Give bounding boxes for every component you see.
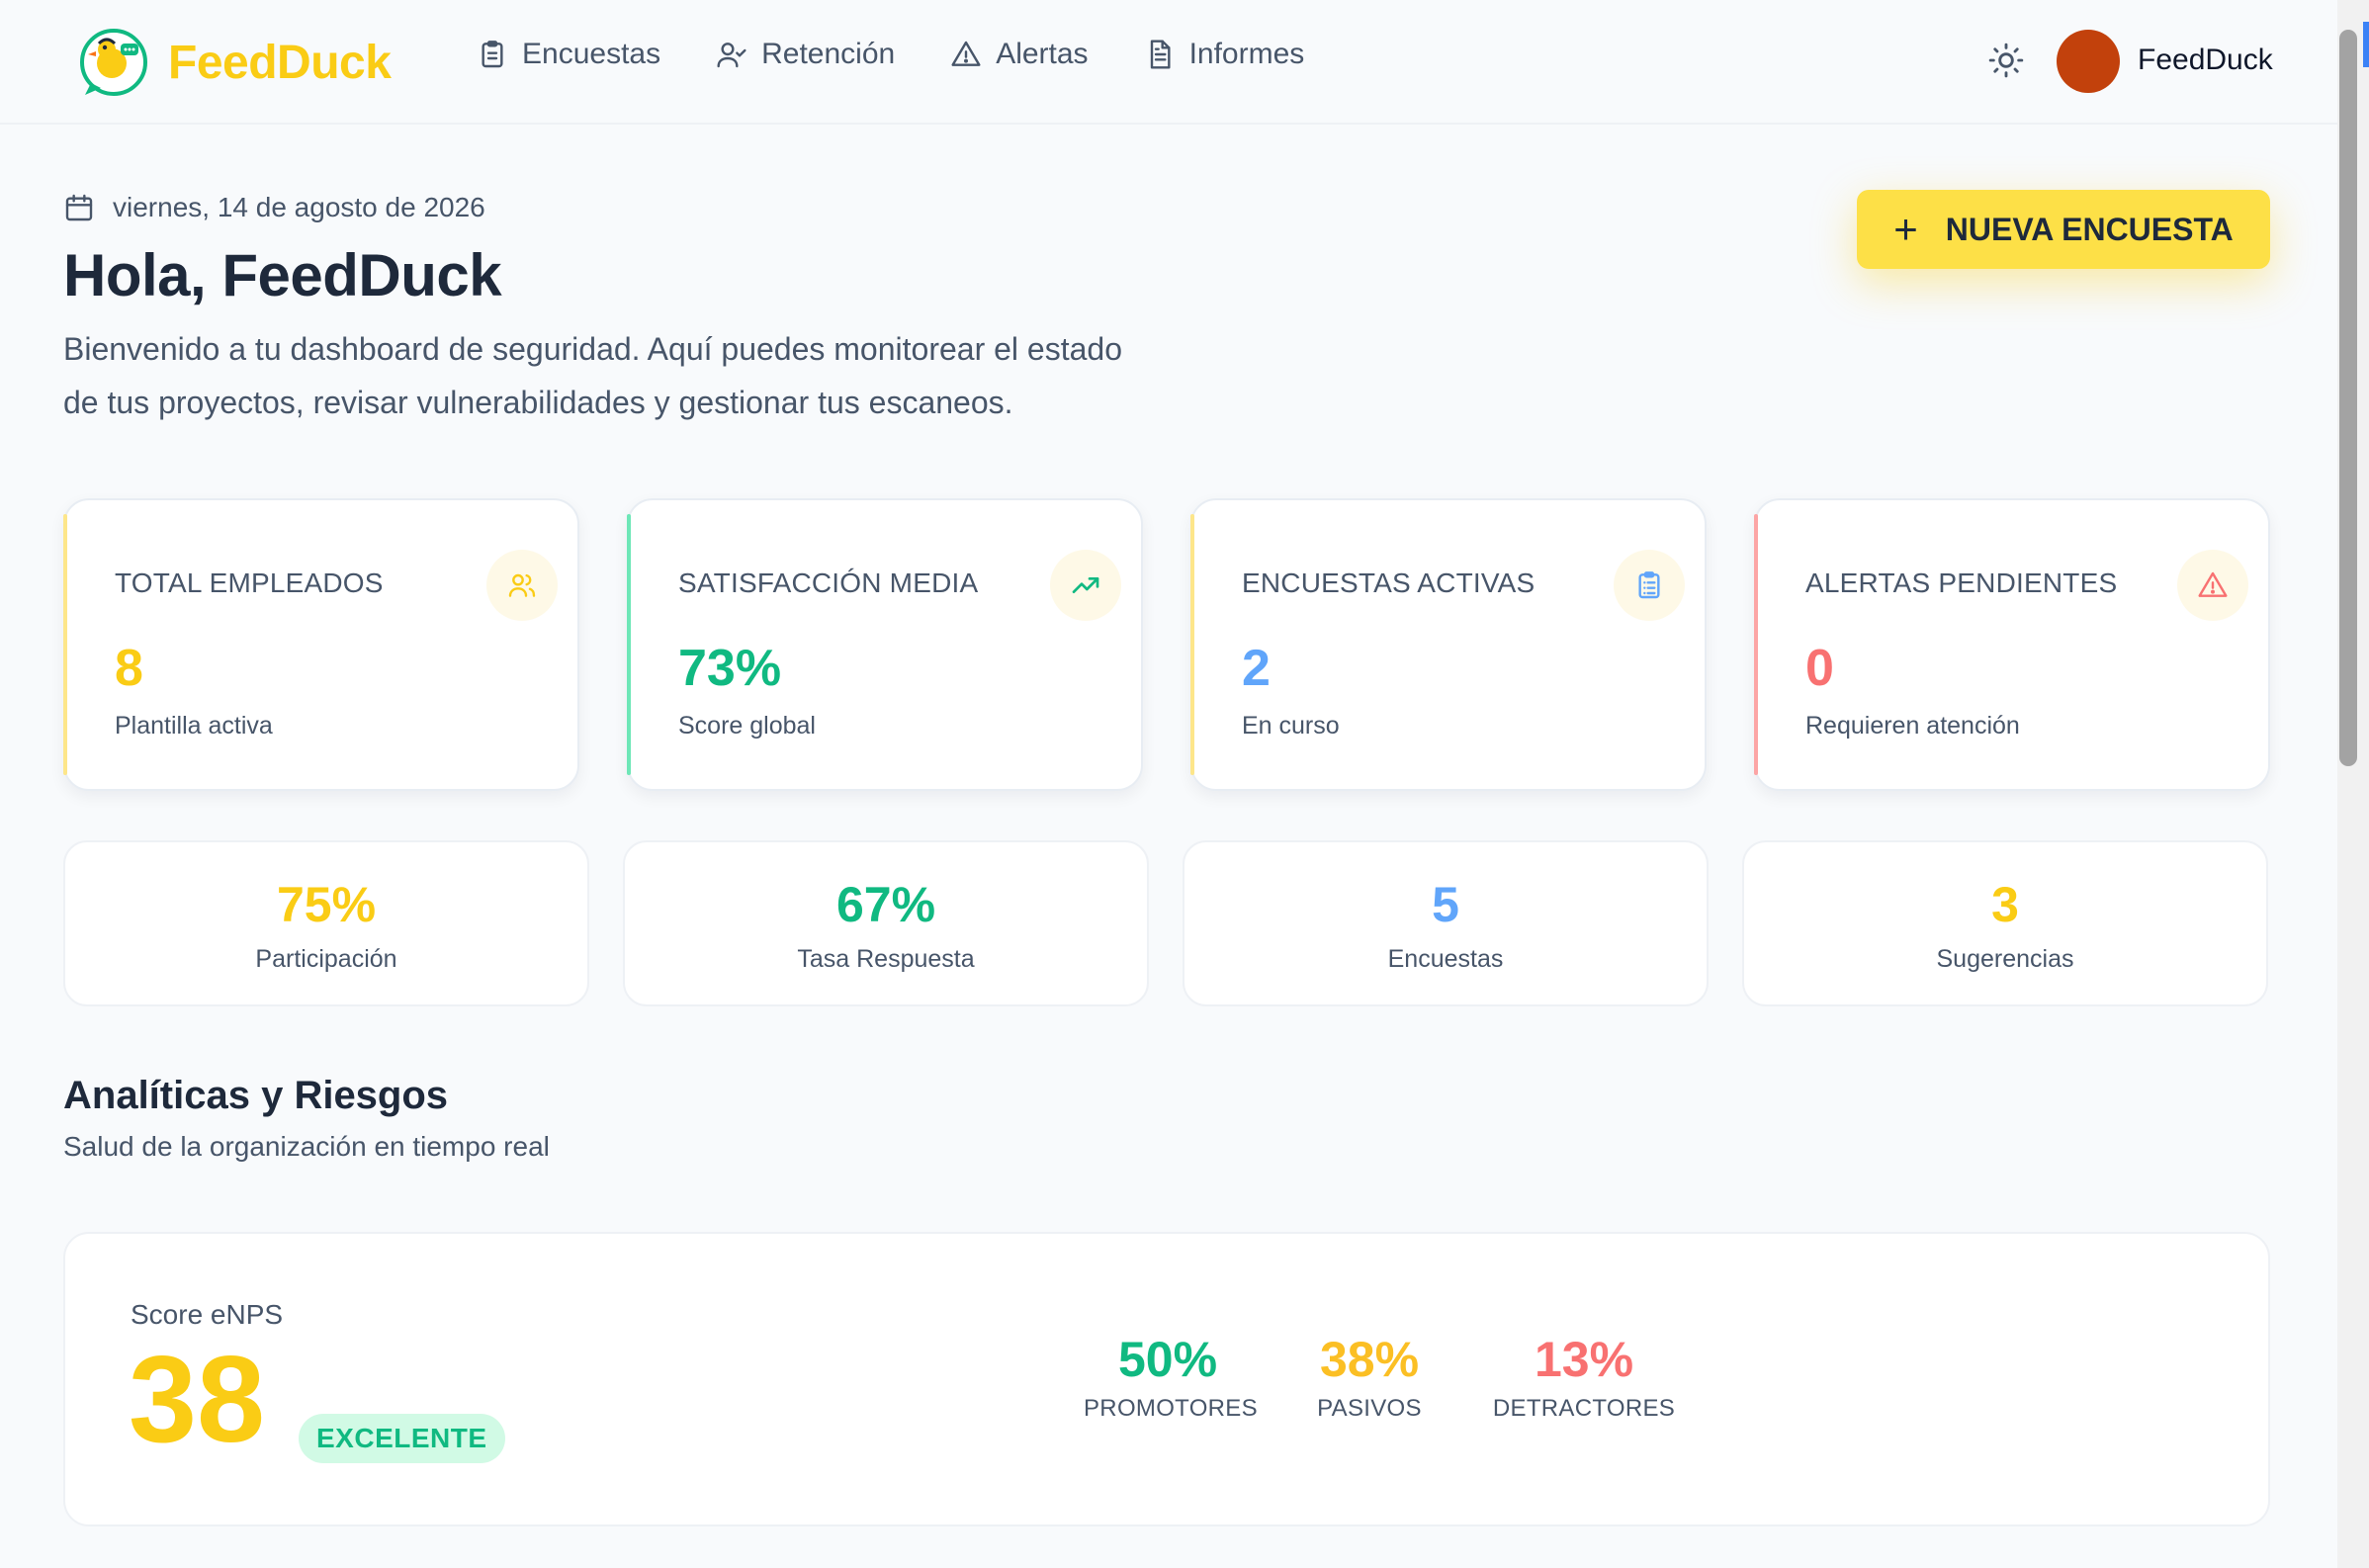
duck-logo-icon: [80, 29, 147, 96]
avatar[interactable]: [2057, 30, 2120, 93]
new-survey-button[interactable]: + NUEVA ENCUESTA: [1857, 190, 2270, 269]
welcome-line-2: de tus proyectos, revisar vulnerabilidad…: [63, 385, 1013, 420]
stat-card-sub: Requieren atención: [1805, 712, 2020, 740]
stat-card-value: 0: [1805, 640, 1834, 697]
alert-triangle-icon: [2177, 550, 2248, 621]
passives-label: PASIVOS: [1317, 1395, 1422, 1422]
top-navbar: FeedDuck Encuestas Retención Ale: [0, 0, 2337, 125]
file-text-icon: [1150, 40, 1171, 69]
promoters-label: PROMOTORES: [1084, 1395, 1258, 1422]
user-name[interactable]: FeedDuck: [2138, 44, 2273, 76]
welcome-message: Bienvenido a tu dashboard de seguridad. …: [63, 322, 1230, 429]
nav-item-retencion[interactable]: Retención: [716, 38, 895, 71]
mini-stat-sugerencias: 3 Sugerencias: [1742, 840, 2268, 1006]
passives-value: 38%: [1319, 1332, 1420, 1387]
nav-item-label: Encuestas: [522, 38, 661, 70]
stat-card-sub: Score global: [678, 712, 816, 740]
card-accent: [627, 514, 631, 775]
window-edge-indicator: [2363, 22, 2369, 67]
clipboard-icon: [482, 41, 503, 68]
plus-icon: +: [1893, 206, 1918, 252]
stat-card-label: SATISFACCIÓN MEDIA: [678, 567, 979, 598]
stat-card-value: 8: [115, 640, 143, 697]
mini-stat-value: 67%: [835, 877, 936, 932]
welcome-line-1: Bienvenido a tu dashboard de seguridad. …: [63, 331, 1122, 367]
card-accent: [1190, 514, 1194, 775]
promoters-value: 50%: [1117, 1332, 1218, 1387]
enps-label: Score eNPS: [131, 1299, 284, 1330]
section-subtitle: Salud de la organización en tiempo real: [63, 1131, 550, 1162]
brand-logo[interactable]: FeedDuck: [77, 26, 392, 99]
mini-stat-participacion: 75% Participación: [63, 840, 589, 1006]
new-survey-label: NUEVA ENCUESTA: [1945, 211, 2234, 247]
enps-detractors: 13% DETRACTORES: [1485, 1333, 1683, 1423]
enps-promoters: 50% PROMOTORES: [1084, 1332, 1258, 1423]
mini-stat-encuestas: 5 Encuestas: [1183, 840, 1709, 1006]
stat-card-alertas-pendientes[interactable]: ALERTAS PENDIENTES 0 Requieren atención: [1754, 498, 2270, 791]
detractors-value: 13%: [1534, 1332, 1634, 1387]
mini-stat-value: 5: [1432, 877, 1459, 932]
mini-stat-value: 3: [1991, 877, 2019, 932]
current-date: viernes, 14 de agosto de 2026: [63, 192, 485, 223]
users-icon: [486, 550, 558, 621]
sun-icon[interactable]: [1987, 42, 2025, 79]
card-accent: [63, 514, 67, 775]
stat-card-value: 73%: [678, 640, 782, 697]
enps-passives: 38% PASIVOS: [1305, 1333, 1434, 1423]
nav-item-informes[interactable]: Informes: [1144, 38, 1305, 71]
mini-stat-tasa-respuesta: 67% Tasa Respuesta: [623, 840, 1149, 1006]
nav-item-encuestas[interactable]: Encuestas: [477, 38, 660, 71]
date-text: viernes, 14 de agosto de 2026: [113, 192, 485, 222]
stat-card-sub: Plantilla activa: [115, 712, 273, 740]
mini-stat-value: 75%: [276, 877, 377, 932]
stat-card-total-empleados[interactable]: TOTAL EMPLEADOS 8 Plantilla activa: [63, 498, 579, 791]
detractors-label: DETRACTORES: [1492, 1395, 1676, 1422]
nav-item-label: Alertas: [996, 38, 1089, 70]
calendar-icon: [65, 194, 93, 221]
stat-card-label: ENCUESTAS ACTIVAS: [1242, 567, 1535, 598]
stat-card-value: 2: [1242, 640, 1271, 697]
alert-triangle-icon: [951, 41, 981, 66]
nav-item-alertas[interactable]: Alertas: [950, 38, 1089, 71]
brand-name: FeedDuck: [168, 36, 392, 89]
mini-stat-label: Encuestas: [1387, 945, 1504, 973]
status-badge: EXCELENTE: [299, 1414, 505, 1463]
stat-card-label: ALERTAS PENDIENTES: [1805, 567, 2118, 598]
clipboard-list-icon: [1614, 550, 1685, 621]
main-nav: Encuestas Retención Alertas Informes: [477, 38, 1304, 71]
nav-item-label: Retención: [761, 38, 896, 70]
stat-card-encuestas-activas[interactable]: ENCUESTAS ACTIVAS 2 En curso: [1190, 498, 1707, 791]
mini-stat-label: Participación: [255, 945, 397, 973]
nav-item-label: Informes: [1188, 38, 1305, 70]
user-check-icon: [717, 43, 746, 68]
scrollbar-thumb[interactable]: [2339, 30, 2357, 766]
enps-score: 38: [129, 1332, 265, 1468]
card-accent: [1754, 514, 1758, 775]
page-title: Hola, FeedDuck: [63, 242, 502, 308]
stat-card-label: TOTAL EMPLEADOS: [115, 567, 384, 598]
mini-stat-label: Tasa Respuesta: [797, 945, 975, 973]
mini-stat-label: Sugerencias: [1936, 945, 2074, 973]
stat-card-sub: En curso: [1242, 712, 1340, 740]
trending-up-icon: [1050, 550, 1121, 621]
stat-card-satisfaccion-media[interactable]: SATISFACCIÓN MEDIA 73% Score global: [627, 498, 1143, 791]
enps-card: Score eNPS 38 EXCELENTE 50% PROMOTORES 3…: [63, 1232, 2270, 1526]
section-title: Analíticas y Riesgos: [63, 1074, 449, 1117]
